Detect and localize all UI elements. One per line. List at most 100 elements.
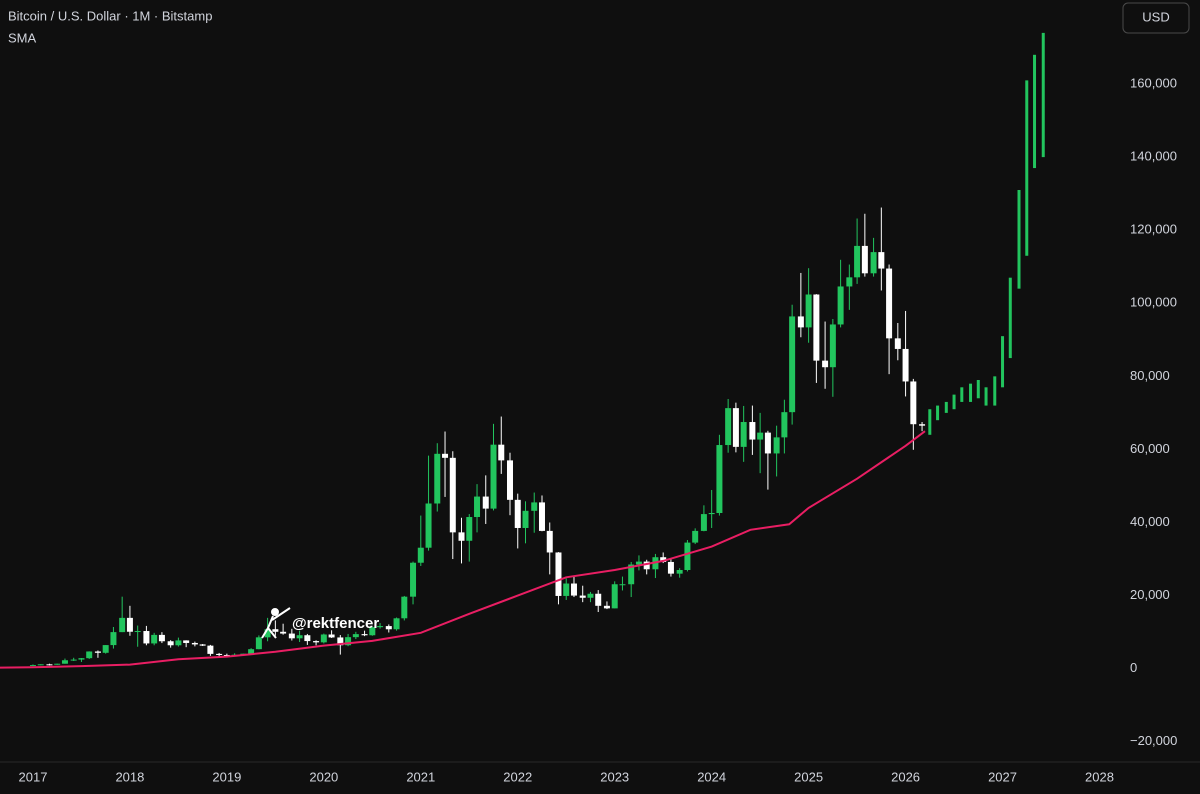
candle-body [725, 408, 732, 446]
y-tick-label: 60,000 [1130, 441, 1170, 456]
candle-body [579, 595, 586, 598]
candle-body [902, 348, 909, 382]
candle-body [304, 635, 311, 642]
candle-body [628, 564, 635, 585]
candle-body [70, 659, 77, 661]
candle-body [563, 583, 570, 596]
candle-body [919, 424, 926, 426]
candle-body [313, 641, 320, 643]
candle-body [781, 412, 788, 438]
candle-body [466, 517, 473, 541]
x-tick-label: 2027 [988, 769, 1017, 784]
candle-body [716, 445, 723, 513]
candle-body [514, 499, 521, 528]
candle-body [611, 584, 618, 609]
projection-bar [936, 405, 940, 421]
projection-bar [952, 394, 956, 410]
currency-label[interactable]: USD [1142, 9, 1169, 24]
candle-body [410, 562, 417, 597]
candle-body [86, 651, 93, 659]
candle-body [29, 665, 36, 667]
candle-body [449, 457, 456, 533]
candle-body [886, 268, 893, 339]
y-tick-label: 140,000 [1130, 149, 1177, 164]
candle-body [587, 593, 594, 598]
candle-body [660, 557, 667, 562]
candle-body [635, 561, 642, 565]
candle-body [619, 584, 626, 586]
candle-body [151, 634, 158, 644]
candle-body [538, 502, 545, 531]
candle-body [757, 432, 764, 440]
y-tick-label: −20,000 [1130, 733, 1177, 748]
candle-body [555, 552, 562, 596]
candle-body [878, 252, 885, 269]
candle-body [531, 502, 538, 511]
projection-bar [1017, 190, 1021, 289]
candle-body [345, 637, 352, 646]
projection-bar [944, 401, 948, 413]
candle-body [94, 651, 101, 653]
y-tick-label: 160,000 [1130, 75, 1177, 90]
candle-body [546, 530, 553, 553]
candle-body [773, 437, 780, 454]
candle-body [369, 627, 376, 636]
candle-body [119, 617, 126, 633]
candle-body [708, 513, 715, 515]
candle-body [296, 635, 303, 639]
candle-body [134, 631, 141, 633]
chart-title: Bitcoin / U.S. Dollar · 1M · Bitstamp [8, 8, 212, 23]
watermark: @rektfencer [292, 615, 379, 632]
candle-body [385, 626, 392, 630]
projection-bar [1008, 277, 1012, 359]
candle-body [199, 644, 206, 646]
candle-body [482, 496, 489, 509]
candle-body [740, 422, 747, 447]
x-tick-label: 2019 [212, 769, 241, 784]
candle-body [498, 444, 505, 461]
candle-body [425, 503, 432, 548]
candle-body [167, 641, 174, 646]
candle-body [126, 617, 133, 632]
currency-button[interactable] [1122, 2, 1190, 34]
x-tick-label: 2021 [406, 769, 435, 784]
candle-body [377, 626, 384, 628]
y-tick-label: 100,000 [1130, 295, 1177, 310]
projection-bar [928, 409, 932, 435]
candle-body [264, 629, 271, 638]
candle-body [458, 532, 465, 541]
candle-body [337, 637, 344, 646]
candle-body [102, 645, 109, 653]
candle-body [522, 510, 529, 528]
candle-body [837, 286, 844, 325]
candle-body [861, 245, 868, 274]
candle-body [490, 444, 497, 509]
x-tick-label: 2022 [503, 769, 532, 784]
candle-body [272, 629, 279, 632]
projection-bar [976, 380, 980, 399]
candle-body [732, 408, 739, 447]
projection-bar [1033, 54, 1037, 169]
candle-body [570, 583, 577, 596]
candle-body [749, 422, 756, 440]
projection-bar [960, 387, 964, 402]
candle-body [37, 664, 44, 666]
candle-body [216, 653, 223, 655]
candle-body [110, 632, 117, 646]
candle-body [280, 631, 287, 634]
projection-bar [1025, 80, 1029, 256]
y-tick-label: 80,000 [1130, 368, 1170, 383]
candle-body [255, 637, 262, 650]
y-tick-label: 40,000 [1130, 514, 1170, 529]
candle-body [474, 496, 481, 518]
candle-body [805, 294, 812, 328]
candle-body [393, 618, 400, 630]
candle-body [684, 542, 691, 570]
candle-body [61, 660, 68, 664]
candle-body [46, 664, 53, 666]
y-tick-label: 0 [1130, 660, 1137, 675]
candle-body [328, 634, 335, 638]
candle-body [797, 316, 804, 328]
